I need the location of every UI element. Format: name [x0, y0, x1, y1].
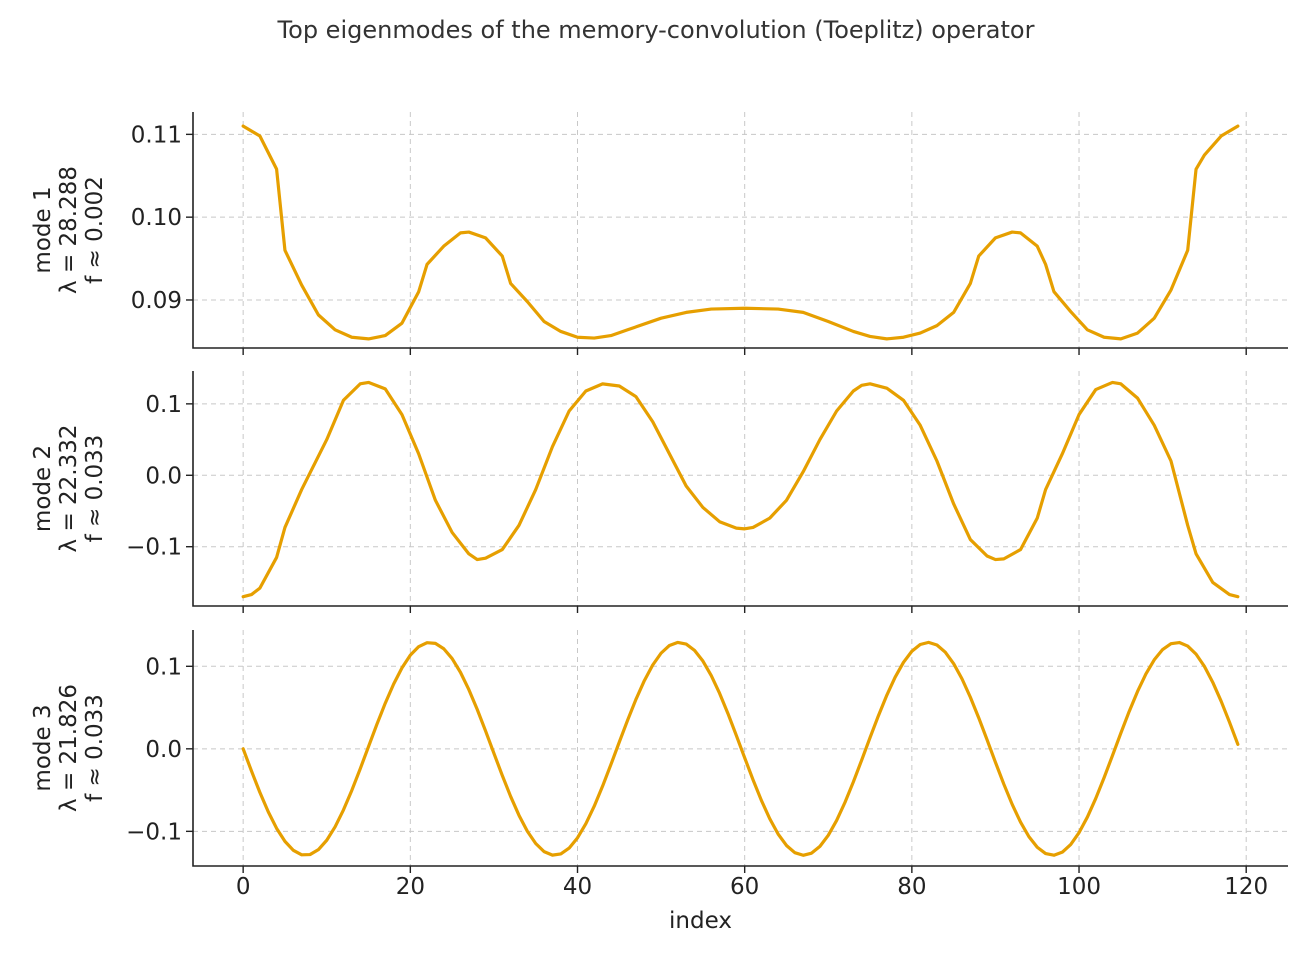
y-axis-label-line: mode 1	[30, 186, 56, 273]
x-tick-label: 60	[730, 874, 759, 900]
mode-3-series-line	[241, 640, 1240, 857]
axes-spine	[192, 630, 1288, 867]
x-axis-label: index	[669, 908, 732, 934]
x-tick-label: 20	[396, 874, 425, 900]
mode-1-series-line	[241, 124, 1240, 341]
y-tick-label: 0.1	[145, 392, 182, 418]
y-axis-label-line: mode 3	[30, 704, 56, 791]
axes-spine	[192, 112, 1288, 349]
y-axis-label-line: λ = 22.332	[56, 425, 82, 553]
x-tick-label: 0	[236, 874, 251, 900]
y-tick-label: 0.0	[145, 463, 182, 489]
y-axis-label-line: λ = 28.288	[56, 166, 82, 294]
x-tick-label: 80	[897, 874, 926, 900]
y-tick-label: −0.1	[126, 535, 182, 561]
y-axis-label-line: f ≈ 0.002	[82, 176, 108, 284]
y-axis-label-line: f ≈ 0.033	[82, 435, 108, 543]
y-tick-label: 0.09	[131, 288, 182, 314]
y-tick-label: 0.1	[145, 654, 182, 680]
y-axis-label-line: mode 2	[30, 445, 56, 532]
mode-2-series-line	[241, 380, 1240, 599]
y-axis-label-line: f ≈ 0.033	[82, 694, 108, 802]
x-tick-label: 120	[1224, 874, 1268, 900]
y-axis-label-line: λ = 21.826	[56, 684, 82, 812]
y-tick-label: 0.10	[131, 205, 182, 231]
chart-title: Top eigenmodes of the memory-convolution…	[277, 16, 1035, 44]
y-tick-label: 0.11	[131, 122, 182, 148]
axes-spine	[192, 371, 1288, 607]
x-tick-label: 100	[1057, 874, 1101, 900]
x-tick-label: 40	[563, 874, 592, 900]
y-tick-label: −0.1	[126, 819, 182, 845]
y-tick-label: 0.0	[145, 737, 182, 763]
